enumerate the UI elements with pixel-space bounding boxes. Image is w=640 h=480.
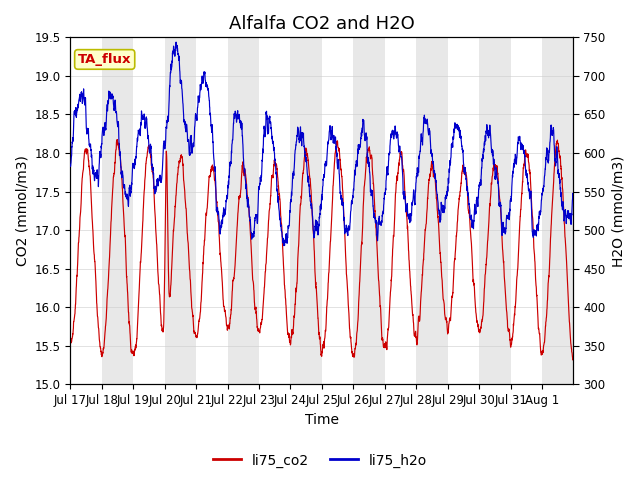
Bar xyxy=(353,37,385,384)
Y-axis label: H2O (mmol/m3): H2O (mmol/m3) xyxy=(611,155,625,266)
Bar xyxy=(542,37,573,384)
Bar xyxy=(164,37,196,384)
Y-axis label: CO2 (mmol/m3): CO2 (mmol/m3) xyxy=(15,156,29,266)
Legend: li75_co2, li75_h2o: li75_co2, li75_h2o xyxy=(207,448,433,473)
Bar xyxy=(228,37,259,384)
Bar xyxy=(416,37,448,384)
Bar xyxy=(479,37,511,384)
X-axis label: Time: Time xyxy=(305,413,339,427)
Bar xyxy=(291,37,322,384)
Text: TA_flux: TA_flux xyxy=(78,53,131,66)
Title: Alfalfa CO2 and H2O: Alfalfa CO2 and H2O xyxy=(229,15,415,33)
Bar xyxy=(102,37,133,384)
